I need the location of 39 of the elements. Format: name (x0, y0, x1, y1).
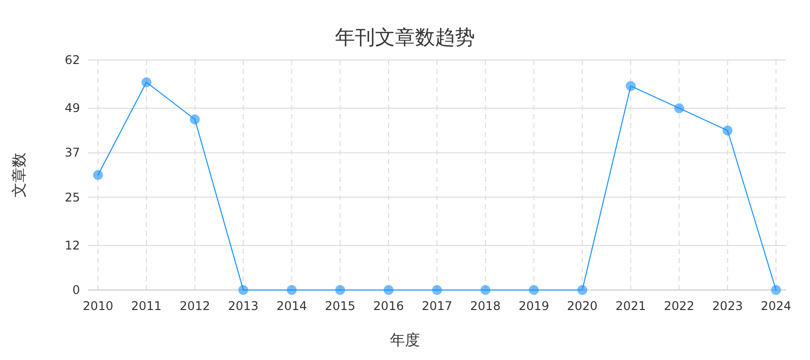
x-tick-label: 2010 (82, 299, 114, 313)
y-tick-label: 25 (64, 190, 80, 204)
y-tick-label: 62 (64, 53, 80, 67)
x-tick-label: 2023 (712, 299, 743, 313)
point (238, 285, 248, 295)
x-tick-label: 2011 (131, 299, 162, 313)
point (722, 125, 733, 136)
y-axis-title: 文章数 (10, 152, 28, 198)
point (528, 285, 539, 295)
y-tick-label: 12 (64, 238, 80, 252)
point (286, 285, 297, 295)
point (190, 114, 200, 124)
point (93, 170, 103, 180)
point (384, 285, 394, 295)
point (577, 285, 588, 295)
point (626, 80, 636, 91)
x-tick-label: 2017 (422, 299, 452, 313)
x-tick-label: 2024 (760, 299, 792, 313)
chart-title: 年刊文章数趋势 (335, 25, 475, 49)
point (335, 285, 346, 295)
x-tick-label: 2022 (664, 299, 694, 313)
x-tick-label: 2013 (228, 299, 259, 313)
y-tick-label: 37 (64, 146, 80, 160)
x-tick-label: 2018 (470, 299, 501, 313)
y-tick-label: 0 (72, 283, 80, 297)
point (480, 285, 490, 295)
point (674, 103, 684, 114)
x-tick-label: 2021 (615, 299, 646, 313)
point (771, 285, 781, 295)
point (432, 285, 442, 295)
y-tick-label: 49 (64, 101, 80, 116)
x-tick-label: 2014 (276, 299, 307, 313)
x-tick-label: 2019 (518, 299, 550, 313)
x-tick-label: 2020 (567, 299, 598, 313)
x-axis-title: 年度 (390, 331, 420, 349)
point (141, 77, 152, 88)
x-tick-label: 2015 (324, 299, 356, 313)
x-tick-label: 2012 (180, 299, 210, 313)
x-tick-label: 2016 (373, 299, 404, 313)
